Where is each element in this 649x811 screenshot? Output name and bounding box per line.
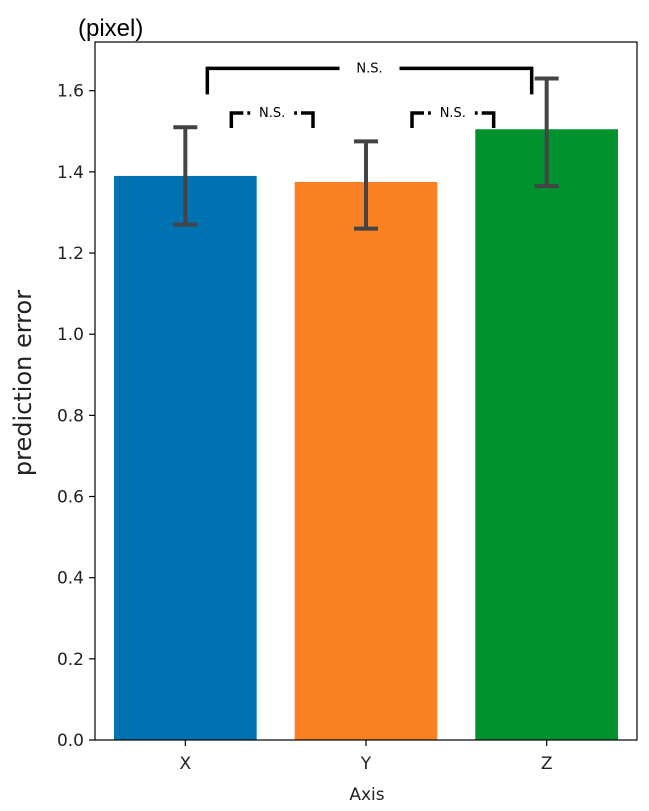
y-tick-label: 0.6 [57, 488, 84, 508]
y-tick-label: 0.8 [57, 406, 84, 426]
y-tick-label: 1.4 [57, 163, 84, 183]
y-tick-label: 0.0 [57, 731, 84, 751]
error-bar-x [173, 125, 198, 227]
y-tick-label: 1.2 [57, 244, 84, 264]
bar-x [113, 175, 257, 741]
significance-bracket-3: N.S. [205, 61, 534, 95]
bracket-line-right [301, 111, 315, 129]
bracket-line-right [399, 66, 534, 95]
bracket-line-left [205, 66, 340, 95]
x-axis-title: Axis [349, 785, 384, 805]
significance-bracket-1: N.S. [229, 106, 315, 129]
significance-label: N.S. [356, 61, 382, 76]
significance-label: N.S. [259, 106, 285, 121]
bracket-line-right [481, 111, 496, 129]
x-tick-label: X [180, 754, 192, 774]
bar-z [475, 129, 619, 740]
y-axis-title: prediction error [9, 290, 37, 476]
bracket-line-left [410, 111, 424, 129]
unit-label: (pixel) [78, 15, 143, 42]
plot-area: 0.0 0.2 0.4 0.6 0.8 1.0 1.2 1.4 1.6 X Y Z N.S. N.S. N.… [57, 41, 638, 774]
y-tick-label: 1.6 [57, 82, 84, 102]
error-bar-y [354, 139, 378, 231]
x-tick-label: Y [360, 754, 372, 774]
y-tick-label: 1.0 [57, 325, 84, 345]
y-tick-label: 0.4 [57, 569, 84, 589]
error-bar-z [534, 76, 559, 189]
significance-label: N.S. [440, 106, 466, 121]
x-tick-label: Z [541, 754, 553, 774]
bracket-line-left [229, 111, 244, 129]
bar-y [294, 182, 438, 741]
significance-bracket-2: N.S. [410, 106, 496, 129]
y-tick-label: 0.2 [57, 650, 84, 670]
